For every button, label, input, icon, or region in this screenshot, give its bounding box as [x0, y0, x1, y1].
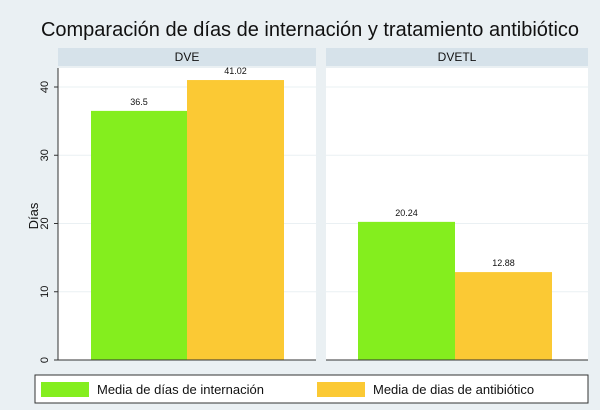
legend-label: Media de días de internación — [97, 382, 264, 397]
chart-title: Comparación de días de internación y tra… — [41, 19, 579, 41]
data-label: 36.5 — [130, 97, 148, 107]
panel-strip — [58, 48, 316, 66]
y-tick-label: 20 — [39, 217, 51, 229]
panel-label: DVE — [175, 50, 200, 64]
bar — [187, 80, 284, 360]
legend-box — [34, 374, 589, 404]
data-label: 12.88 — [492, 258, 515, 268]
y-tick-label: 30 — [39, 149, 51, 161]
bar — [455, 272, 552, 360]
bar — [91, 110, 187, 360]
panel-label: DVETL — [438, 50, 477, 64]
panel-strip — [326, 48, 588, 66]
y-tick-label: 10 — [39, 286, 51, 298]
y-axis-label: Días — [26, 202, 41, 229]
legend-swatch — [41, 382, 89, 397]
data-label: 41.02 — [224, 66, 247, 76]
bar — [358, 221, 455, 360]
legend-label: Media de dias de antibiótico — [373, 382, 534, 397]
legend-swatch — [317, 382, 365, 397]
y-tick-label: 40 — [39, 81, 51, 93]
data-label: 20.24 — [395, 208, 418, 218]
y-tick-label: 0 — [39, 357, 51, 363]
